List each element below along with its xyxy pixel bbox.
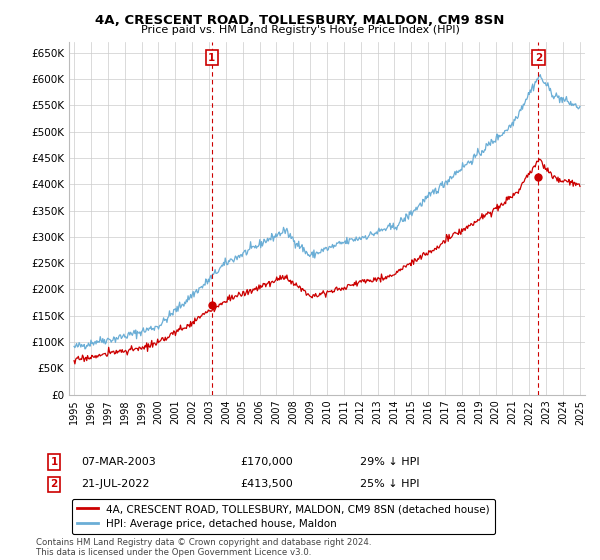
- Text: £170,000: £170,000: [240, 457, 293, 467]
- Legend: 4A, CRESCENT ROAD, TOLLESBURY, MALDON, CM9 8SN (detached house), HPI: Average pr: 4A, CRESCENT ROAD, TOLLESBURY, MALDON, C…: [71, 499, 495, 534]
- Text: 29% ↓ HPI: 29% ↓ HPI: [360, 457, 419, 467]
- Text: 1: 1: [50, 457, 58, 467]
- Text: 07-MAR-2003: 07-MAR-2003: [81, 457, 156, 467]
- Text: 1: 1: [208, 53, 215, 63]
- Text: Contains HM Land Registry data © Crown copyright and database right 2024.
This d: Contains HM Land Registry data © Crown c…: [36, 538, 371, 557]
- Text: 2: 2: [535, 53, 542, 63]
- Text: 2: 2: [50, 479, 58, 489]
- Text: Price paid vs. HM Land Registry's House Price Index (HPI): Price paid vs. HM Land Registry's House …: [140, 25, 460, 35]
- Text: 21-JUL-2022: 21-JUL-2022: [81, 479, 149, 489]
- Text: £413,500: £413,500: [240, 479, 293, 489]
- Text: 4A, CRESCENT ROAD, TOLLESBURY, MALDON, CM9 8SN: 4A, CRESCENT ROAD, TOLLESBURY, MALDON, C…: [95, 14, 505, 27]
- Text: 25% ↓ HPI: 25% ↓ HPI: [360, 479, 419, 489]
